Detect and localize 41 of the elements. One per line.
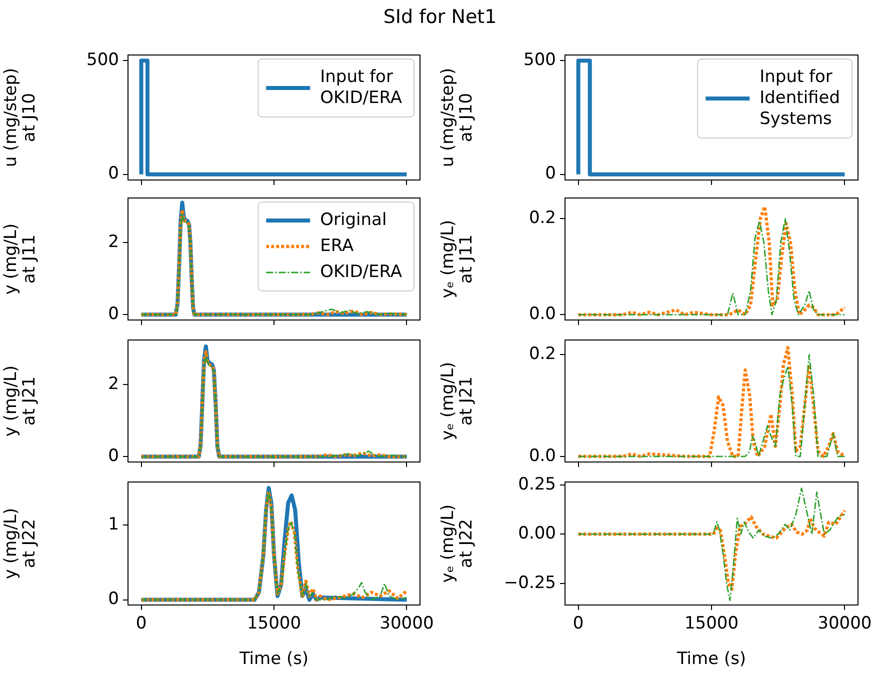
- y-tick-label: 0.25: [518, 474, 556, 494]
- y-tick-label: 0: [108, 164, 119, 184]
- x-tick-label: 30000: [380, 614, 434, 634]
- y-tick-label: −0.25: [504, 572, 556, 593]
- y-tick-label: 500: [524, 50, 556, 70]
- x-tick-label: 0: [572, 614, 584, 634]
- y-tick-label: 0.2: [528, 208, 556, 228]
- x-tick-label: 0: [136, 614, 147, 634]
- y-tick-label: 0: [108, 446, 119, 466]
- y-axis-title: yₑ (mg/L) at J22: [438, 504, 476, 583]
- x-tick-label: 15000: [684, 614, 739, 634]
- y-tick-label: 500: [86, 50, 119, 70]
- legend-label: OKID/ERA: [320, 262, 402, 282]
- y-tick-label: 0: [108, 589, 119, 610]
- x-tick-label: 30000: [818, 614, 872, 634]
- y-axis-title: y (mg/L) at J11: [0, 223, 40, 295]
- y-tick-label: 0.00: [518, 524, 556, 544]
- y-axis-title: y (mg/L) at J21: [0, 365, 40, 437]
- y-tick-label: 0.2: [528, 344, 556, 364]
- y-tick-label: 0: [545, 164, 556, 184]
- legend-label: Input for OKID/ERA: [320, 66, 402, 108]
- chart-title: SId for Net1: [382, 6, 498, 28]
- y-axis-title: yₑ (mg/L) at J11: [438, 220, 476, 298]
- x-axis-title: Time (s): [676, 649, 746, 670]
- legend-label: Input for Identified Systems: [760, 66, 840, 129]
- y-axis-title: y (mg/L) at J22: [0, 508, 40, 580]
- line-series: [578, 488, 846, 602]
- y-axis-title: yₑ (mg/L) at J21: [438, 362, 476, 440]
- y-tick-label: 2: [108, 232, 119, 252]
- y-tick-label: 0.0: [528, 446, 556, 466]
- y-tick-label: 0.0: [528, 304, 556, 324]
- y-axis-title: u (mg/step) at J10: [438, 68, 476, 168]
- x-tick-label: 15000: [246, 614, 302, 634]
- x-axis-title: Time (s): [238, 649, 309, 670]
- y-tick-label: 0: [108, 304, 119, 324]
- legend-label: Original: [320, 210, 387, 230]
- y-tick-label: 1: [108, 514, 119, 535]
- legend-label: ERA: [320, 236, 354, 256]
- line-series: [576, 508, 846, 591]
- y-tick-label: 2: [108, 374, 119, 394]
- y-axis-title: u (mg/step) at J10: [0, 68, 40, 168]
